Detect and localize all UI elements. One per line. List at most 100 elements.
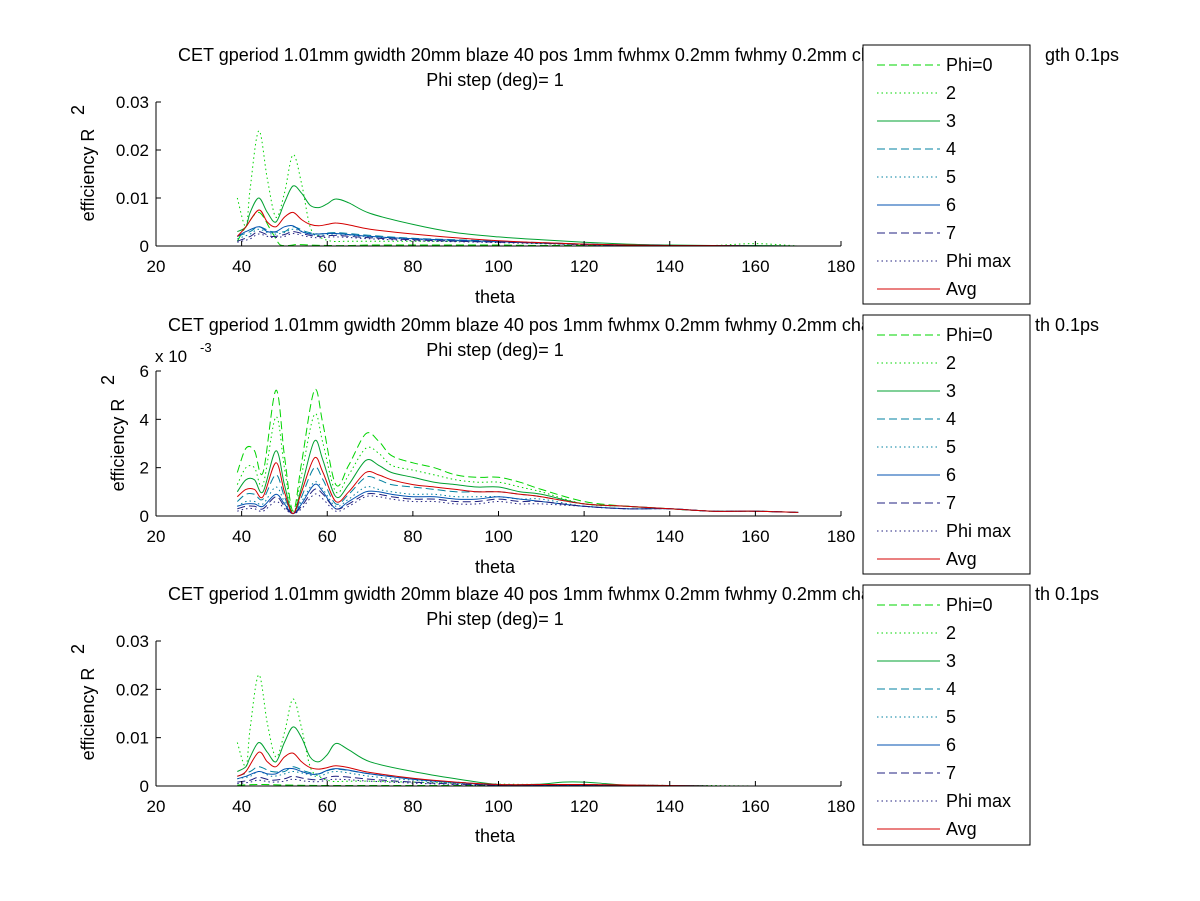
x-tick-label: 60: [318, 797, 337, 816]
y-tick-label: 0.01: [116, 729, 149, 748]
x-tick-label: 100: [484, 257, 512, 276]
series-line-9: [237, 751, 799, 787]
legend-label-5: 5: [946, 707, 956, 727]
y-tick-label: 0: [140, 777, 149, 796]
panel-2-xlabel: theta: [475, 557, 516, 577]
y-tick-label: 6: [140, 362, 149, 381]
panel-2-subtitle: Phi step (deg)= 1: [426, 340, 564, 360]
legend-label-9: Avg: [946, 279, 977, 299]
y-tick-label: 0: [140, 507, 149, 526]
legend-label-8: Phi max: [946, 521, 1011, 541]
legend-label-4: 4: [946, 679, 956, 699]
y-tick-label: 0.03: [116, 632, 149, 651]
panel-1-axes: 20 40 60 80 100 120 140 160 180 0 0.01 0.02 0.03: [116, 93, 855, 276]
x-tick-label: 100: [484, 797, 512, 816]
legend-label-7: 7: [946, 493, 956, 513]
panel-2-series: [236, 388, 799, 515]
legend-label-2: 2: [946, 623, 956, 643]
legend-label-6: 6: [946, 465, 956, 485]
panel-1: CET gperiod 1.01mm gwidth 20mm blaze 40 …: [68, 44, 1119, 307]
panel-2-exponent: x 10: [155, 347, 187, 366]
legend-label-3: 3: [946, 651, 956, 671]
panel-3-subtitle: Phi step (deg)= 1: [426, 609, 564, 629]
legend-label-9: Avg: [946, 549, 977, 569]
series-line-1: [236, 388, 799, 513]
y-tick-label: 0.01: [116, 189, 149, 208]
x-tick-label: 180: [827, 797, 855, 816]
panel-3-ylabel: efficiency R: [78, 668, 98, 761]
series-line-9: [236, 209, 799, 247]
panel-2-exponent-sup: -3: [200, 340, 212, 355]
panel-3-title: CET gperiod 1.01mm gwidth 20mm blaze 40 …: [168, 584, 922, 604]
x-tick-label: 40: [232, 257, 251, 276]
x-tick-label: 20: [147, 257, 166, 276]
panel-2-title-tail: th 0.1ps: [1035, 315, 1099, 335]
series-line-5: [237, 770, 799, 787]
panel-2-ylabel: efficiency R: [108, 399, 128, 492]
panel-1-ylabel: efficiency R: [78, 129, 98, 222]
x-tick-label: 120: [570, 527, 598, 546]
x-tick-label: 140: [656, 797, 684, 816]
x-tick-label: 40: [232, 797, 251, 816]
y-tick-label: 0.02: [116, 680, 149, 699]
x-tick-label: 40: [232, 527, 251, 546]
legend-label-6: 6: [946, 735, 956, 755]
panel-2-ylabel-sup: 2: [98, 375, 118, 385]
legend-label-5: 5: [946, 437, 956, 457]
panel-3: CET gperiod 1.01mm gwidth 20mm blaze 40 …: [68, 584, 1099, 846]
panel-2-legend: Phi=0 2 3 4 5 6 7 Phi max Avg: [862, 314, 1031, 575]
panel-3-title-tail: th 0.1ps: [1035, 584, 1099, 604]
legend-label-1: Phi=0: [946, 325, 993, 345]
legend-label-4: 4: [946, 139, 956, 159]
x-tick-label: 160: [741, 527, 769, 546]
x-tick-label: 60: [318, 527, 337, 546]
y-tick-label: 4: [140, 410, 149, 429]
panel-2-axes: 20 40 60 80 100 120 140 160 180 0 2 4 6: [140, 362, 856, 546]
y-tick-label: 0: [140, 237, 149, 256]
panel-1-title-tail: gth 0.1ps: [1045, 45, 1119, 65]
x-tick-label: 120: [570, 257, 598, 276]
legend-label-4: 4: [946, 409, 956, 429]
series-line-2: [236, 413, 799, 515]
x-tick-label: 20: [147, 797, 166, 816]
legend-label-9: Avg: [946, 819, 977, 839]
x-tick-label: 20: [147, 527, 166, 546]
x-tick-label: 80: [403, 527, 422, 546]
legend-label-3: 3: [946, 381, 956, 401]
panel-3-legend: Phi=0 2 3 4 5 6 7 Phi max Avg: [862, 584, 1031, 846]
legend-label-6: 6: [946, 195, 956, 215]
series-line-2: [236, 130, 799, 247]
x-tick-label: 140: [656, 257, 684, 276]
panel-1-ylabel-sup: 2: [68, 105, 88, 115]
x-tick-label: 80: [403, 797, 422, 816]
panel-3-axes: 20 40 60 80 100 120 140 160 180 0 0.01 0.02 0.03: [116, 632, 855, 816]
y-tick-label: 0.03: [116, 93, 149, 112]
panel-2-title: CET gperiod 1.01mm gwidth 20mm blaze 40 …: [168, 315, 922, 335]
x-tick-label: 100: [484, 527, 512, 546]
x-tick-label: 60: [318, 257, 337, 276]
panel-2: CET gperiod 1.01mm gwidth 20mm blaze 40 …: [98, 314, 1099, 577]
panel-3-ylabel-group: efficiency R 2: [68, 644, 98, 760]
panel-1-series: [236, 130, 799, 247]
panel-1-legend: Phi=0 2 3 4 5 6 7 Phi max Avg: [862, 44, 1031, 305]
panel-2-ylabel-group: efficiency R 2: [98, 375, 128, 491]
legend-label-5: 5: [946, 167, 956, 187]
legend-label-8: Phi max: [946, 251, 1011, 271]
panel-3-legend-box: [862, 584, 1031, 846]
x-tick-label: 120: [570, 797, 598, 816]
legend-label-3: 3: [946, 111, 956, 131]
panel-1-title: CET gperiod 1.01mm gwidth 20mm blaze 40 …: [178, 45, 932, 65]
legend-label-1: Phi=0: [946, 595, 993, 615]
x-tick-label: 80: [403, 257, 422, 276]
series-line-7: [237, 775, 799, 787]
panel-1-xlabel: theta: [475, 287, 516, 307]
legend-label-2: 2: [946, 353, 956, 373]
legend-label-2: 2: [946, 83, 956, 103]
legend-label-7: 7: [946, 223, 956, 243]
legend-label-1: Phi=0: [946, 55, 993, 75]
x-tick-label: 180: [827, 257, 855, 276]
series-line-9: [236, 456, 799, 515]
x-tick-label: 180: [827, 527, 855, 546]
panel-3-xlabel: theta: [475, 826, 516, 846]
